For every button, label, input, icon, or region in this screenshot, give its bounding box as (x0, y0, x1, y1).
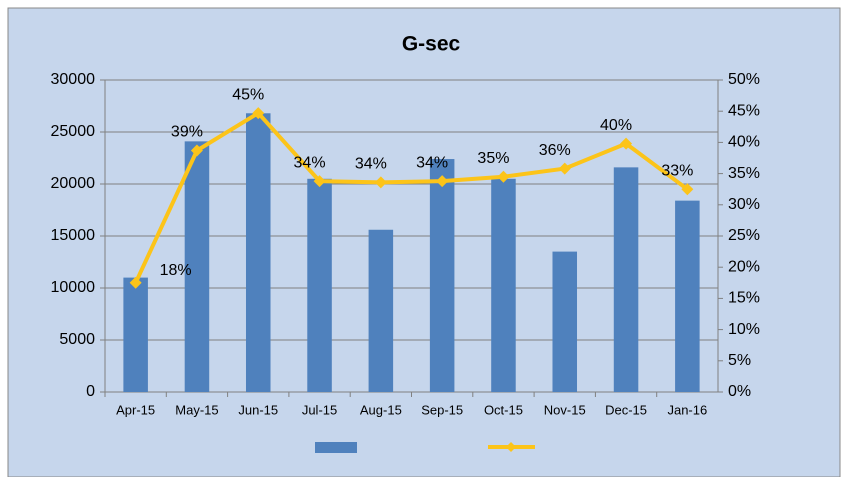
y2-tick-label: 20% (728, 258, 760, 275)
bar (368, 229, 394, 392)
bar (613, 167, 639, 392)
line-marker (313, 175, 326, 188)
data-label: 45% (232, 86, 264, 103)
data-label: 35% (477, 150, 509, 167)
y2-tick-label: 30% (728, 196, 760, 213)
line-marker (681, 183, 694, 196)
y-tick-label: 10000 (51, 279, 96, 296)
line-marker (374, 176, 387, 189)
x-tick-label: Jul-15 (302, 402, 337, 417)
legend-swatch (506, 442, 516, 452)
x-tick-label: May-15 (175, 402, 218, 417)
y-tick-label: 20000 (51, 175, 96, 192)
y-tick-label: 15000 (51, 227, 96, 244)
data-label: 39% (171, 124, 203, 141)
y-tick-label: 30000 (51, 71, 96, 88)
data-label: 40% (600, 117, 632, 134)
y2-tick-label: 5% (728, 352, 751, 369)
y2-tick-label: 0% (728, 383, 751, 400)
data-label: 36% (539, 142, 571, 159)
y-tick-label: 25000 (51, 123, 96, 140)
legend-swatch (315, 442, 357, 453)
y2-tick-label: 25% (728, 227, 760, 244)
bar (184, 141, 210, 392)
line-marker (129, 276, 142, 289)
y2-tick-label: 15% (728, 290, 760, 307)
bar (245, 113, 271, 392)
x-tick-label: Jun-15 (238, 402, 278, 417)
chart-title: G-sec (402, 33, 461, 56)
line-marker (252, 107, 265, 120)
x-tick-label: Dec-15 (605, 402, 647, 417)
bar (491, 178, 516, 392)
x-tick-label: Aug-15 (360, 402, 402, 417)
y2-tick-label: 45% (728, 102, 760, 119)
y2-tick-label: 50% (728, 71, 760, 88)
data-label: 34% (416, 154, 448, 171)
x-tick-label: Nov-15 (544, 402, 586, 417)
bar (307, 178, 332, 392)
x-tick-label: Oct-15 (484, 402, 523, 417)
x-tick-label: Jan-16 (667, 402, 707, 417)
line (133, 110, 689, 284)
y2-tick-label: 35% (728, 165, 760, 182)
bar (123, 277, 148, 392)
data-label: 34% (355, 156, 387, 173)
y2-tick-label: 10% (728, 321, 760, 338)
bar (552, 251, 578, 392)
line-marker (620, 137, 633, 150)
data-label: 34% (294, 154, 326, 171)
x-tick-label: Sep-15 (421, 402, 463, 417)
data-label: 33% (661, 162, 693, 179)
line-marker (436, 175, 449, 188)
bar (429, 159, 455, 392)
y-tick-label: 0 (86, 383, 95, 400)
bar (675, 200, 700, 392)
x-tick-label: Apr-15 (116, 402, 155, 417)
data-label: 18% (160, 262, 192, 279)
line-marker (190, 144, 203, 157)
y2-tick-label: 40% (728, 134, 760, 151)
y-tick-label: 5000 (59, 331, 95, 348)
chart-background (7, 7, 841, 477)
line-marker (497, 170, 510, 183)
line-marker (558, 162, 571, 175)
